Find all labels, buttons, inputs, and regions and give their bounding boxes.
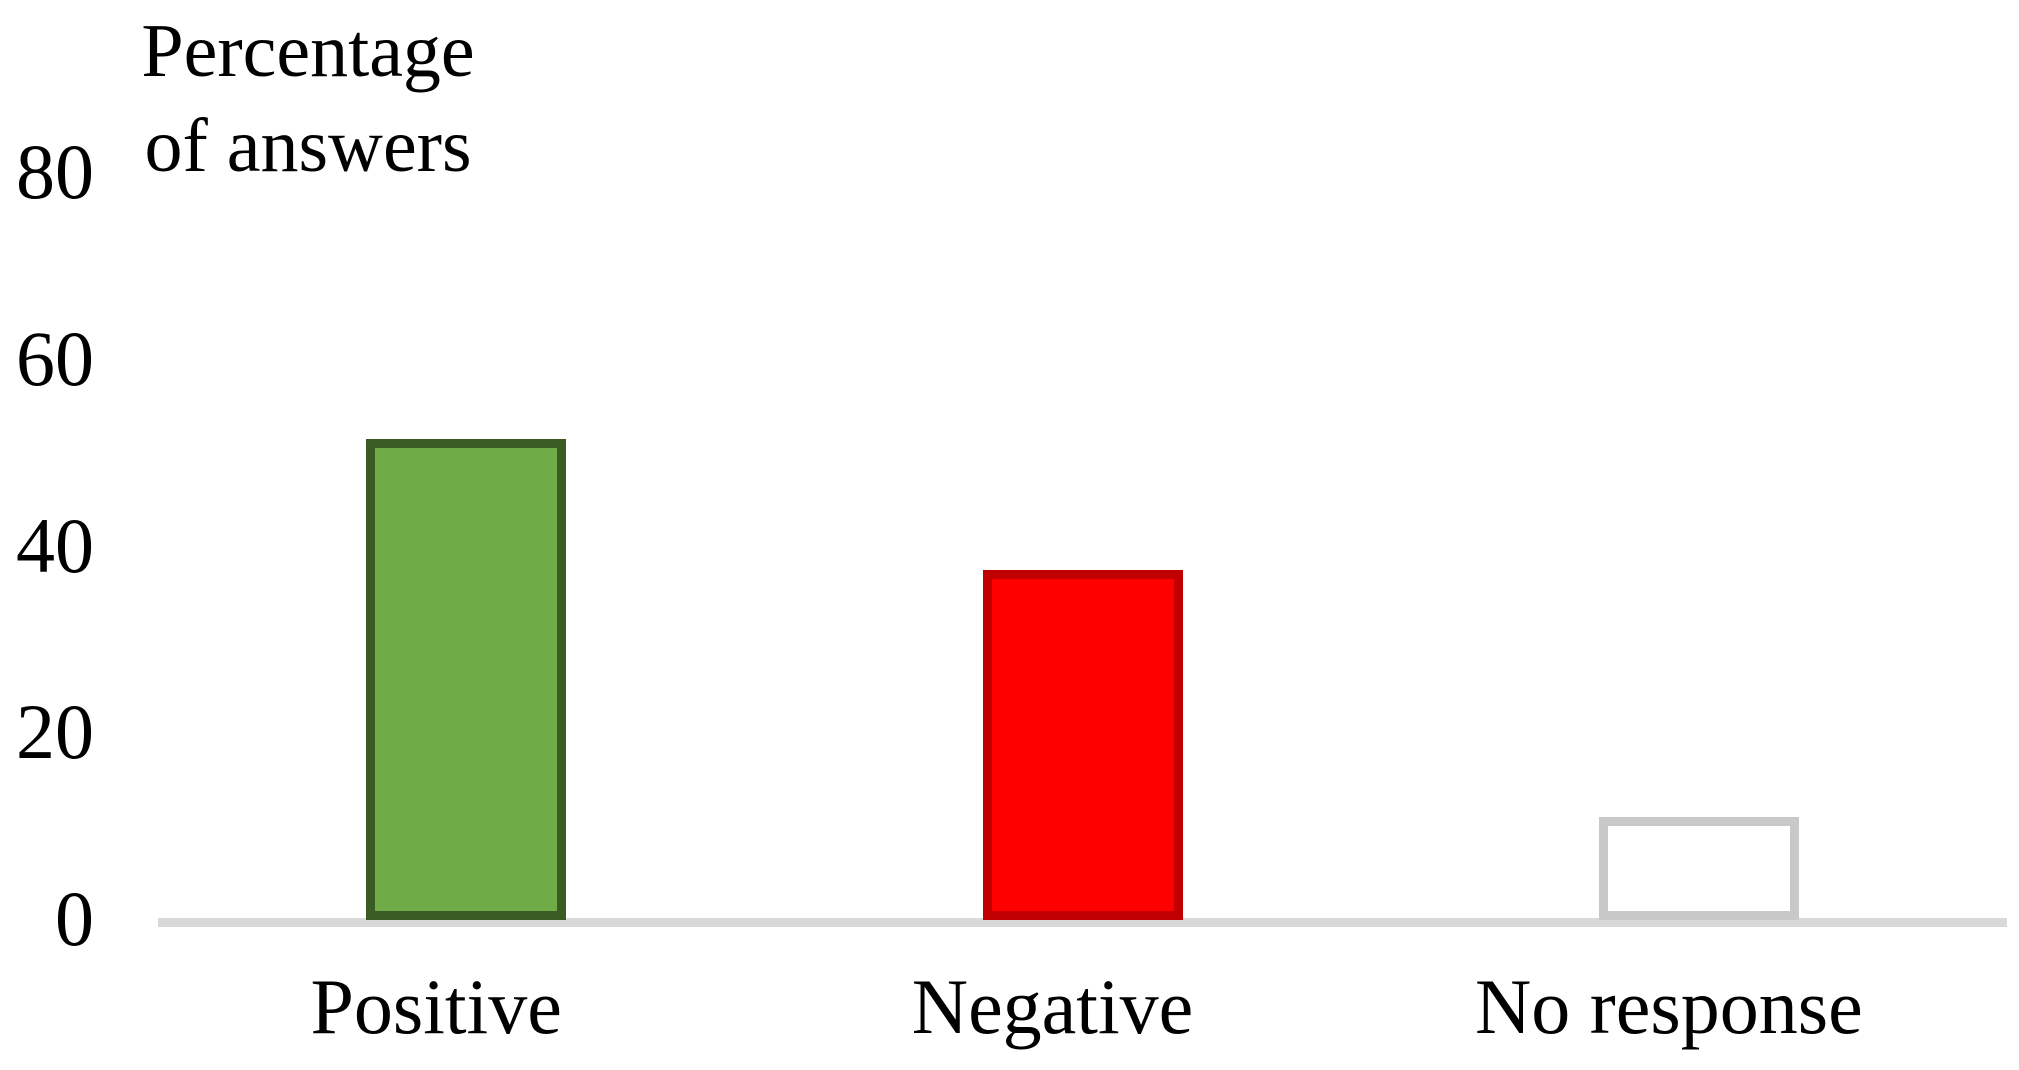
category-label-negative: Negative [911,963,1194,1050]
y-tick-label: 0 [55,875,94,962]
y-axis-title: Percentage of answers [118,4,498,194]
y-axis-title-line-1: Percentage [141,9,475,93]
category-label-positive: Positive [310,963,562,1050]
y-tick-label: 80 [16,128,94,216]
bar-positive [366,439,567,920]
x-axis-line [158,918,2007,927]
bar-no-response [1598,817,1799,920]
category-label-no-response: No response [1474,963,1863,1050]
y-tick-label: 40 [16,501,94,589]
y-tick-label: 20 [16,688,94,776]
y-tick-label: 60 [16,314,94,402]
bar-negative [982,569,1183,920]
y-axis-title-line-2: of answers [144,104,472,188]
